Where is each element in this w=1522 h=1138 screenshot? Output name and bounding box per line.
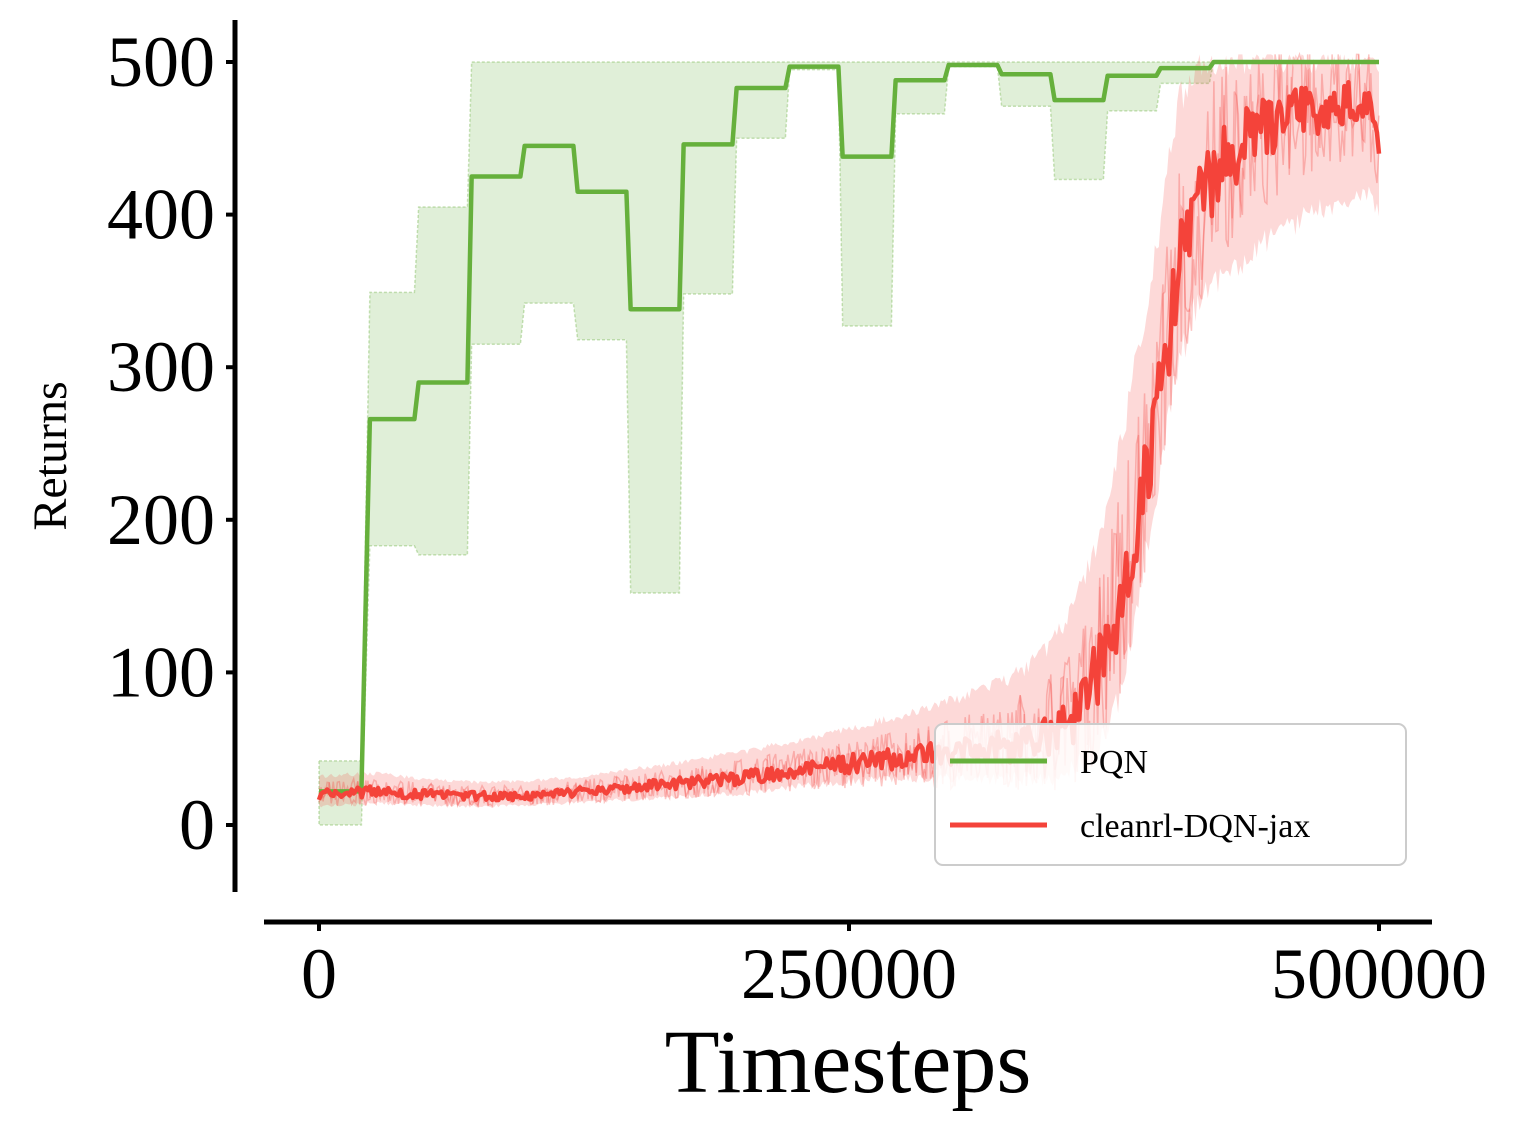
y-ticks: 0 100 200 300 400 500 [107, 22, 235, 865]
x-tick-label: 250000 [741, 934, 957, 1014]
legend: PQN cleanrl-DQN-jax [934, 723, 1407, 866]
x-tick-label: 0 [301, 934, 337, 1014]
y-tick-label: 400 [107, 175, 215, 255]
pqn-line [319, 59, 1379, 794]
series-lines [316, 59, 1382, 803]
cleanrl-dqn-jax-line [316, 79, 1382, 803]
y-tick-label: 100 [107, 632, 215, 712]
cleanrl-dqn-jax-seed-trace [318, 53, 1380, 808]
pqn-band [318, 61, 1379, 826]
legend-label-cleanrl-dqn-jax: cleanrl-DQN-jax [1080, 808, 1310, 845]
x-tick-label: 500000 [1271, 934, 1487, 1014]
y-tick-label: 200 [107, 480, 215, 560]
x-axis-title: Timesteps [665, 1013, 1032, 1112]
x-ticks: 0 250000 500000 [301, 922, 1487, 1014]
legend-label-pqn: PQN [1080, 744, 1148, 781]
y-tick-label: 300 [107, 327, 215, 407]
y-tick-label: 0 [179, 785, 215, 865]
cleanrl-dqn-jax-band [319, 54, 1379, 809]
y-tick-label: 500 [107, 22, 215, 102]
legend-box [934, 723, 1407, 866]
y-axis-title: Returns [24, 381, 77, 530]
